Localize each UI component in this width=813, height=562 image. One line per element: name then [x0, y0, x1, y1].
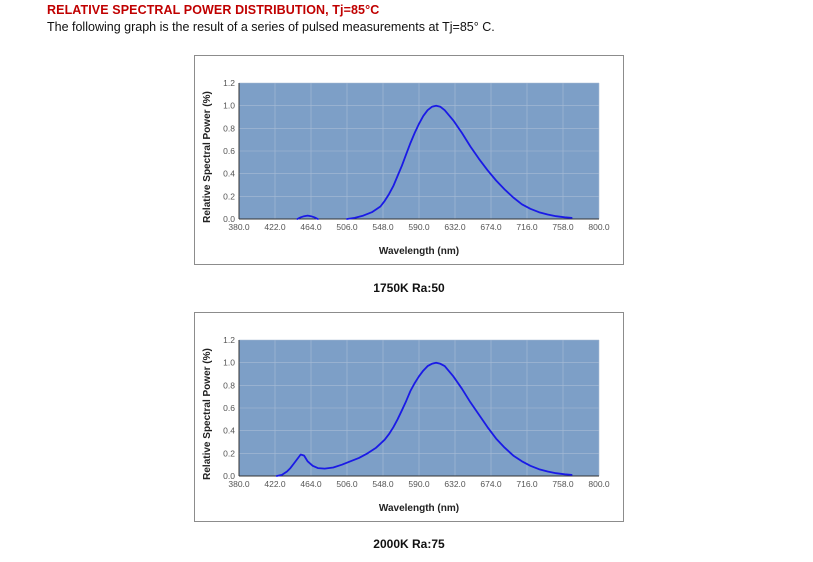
chart-1750k-caption: 1750K Ra:50	[373, 281, 445, 295]
y-tick-label: 0.2	[223, 448, 235, 458]
chart-2000k-frame: 0.0 0.2 0.4 0.6 0.8 1.0 1.2 380.0 422.0 464.0 506.…	[194, 312, 624, 522]
chart-2000k-caption: 2000K Ra:75	[373, 537, 445, 551]
x-tick-label: 506.0	[336, 222, 358, 232]
x-tick-label: 800.0	[588, 479, 610, 489]
spectral-chart-2000k: 0.0 0.2 0.4 0.6 0.8 1.0 1.2 380.0 422.0 464.0 506.…	[202, 335, 610, 514]
x-tick-label: 380.0	[228, 479, 250, 489]
chart-1750k-frame: 0.0 0.2 0.4 0.6 0.8 1.0 1.2 380.0 422.0 464.0 506.…	[194, 55, 624, 265]
y-tick-label: 0.6	[223, 146, 235, 156]
x-tick-label: 422.0	[264, 479, 286, 489]
x-axis-title: Wavelength (nm)	[379, 503, 459, 514]
x-axis-title: Wavelength (nm)	[379, 246, 459, 257]
y-tick-label: 0.0	[223, 214, 235, 224]
y-tick-label: 0.4	[223, 169, 235, 179]
x-tick-label: 506.0	[336, 479, 358, 489]
document-subtitle: The following graph is the result of a s…	[47, 20, 495, 34]
x-tick-label: 632.0	[444, 479, 466, 489]
spectral-chart-1750k: 0.0 0.2 0.4 0.6 0.8 1.0 1.2 380.0 422.0 464.0 506.…	[202, 78, 610, 257]
x-tick-label: 464.0	[300, 222, 322, 232]
x-tick-label: 758.0	[552, 479, 574, 489]
y-tick-label: 0.8	[223, 123, 235, 133]
x-tick-label: 716.0	[516, 479, 538, 489]
y-axis-title: Relative Spectral Power (%)	[202, 348, 213, 480]
spectrum-line-segment	[346, 104, 573, 220]
x-tick-label: 590.0	[408, 222, 430, 232]
x-tick-label: 800.0	[588, 222, 610, 232]
x-tick-label: 758.0	[552, 222, 574, 232]
y-tick-label: 0.0	[223, 471, 235, 481]
y-tick-label: 1.2	[223, 78, 235, 88]
x-tick-label: 716.0	[516, 222, 538, 232]
y-tick-label: 1.0	[223, 101, 235, 111]
y-tick-label: 1.2	[223, 335, 235, 345]
x-tick-label: 590.0	[408, 479, 430, 489]
x-tick-label: 632.0	[444, 222, 466, 232]
x-tick-label: 674.0	[480, 479, 502, 489]
document-title: RELATIVE SPECTRAL POWER DISTRIBUTION, Tj…	[47, 3, 380, 17]
y-tick-label: 0.6	[223, 403, 235, 413]
x-tick-label: 548.0	[372, 222, 394, 232]
x-tick-label: 674.0	[480, 222, 502, 232]
x-tick-label: 422.0	[264, 222, 286, 232]
y-tick-label: 0.8	[223, 380, 235, 390]
y-tick-label: 0.2	[223, 191, 235, 201]
y-tick-label: 0.4	[223, 426, 235, 436]
y-tick-label: 1.0	[223, 358, 235, 368]
x-tick-label: 380.0	[228, 222, 250, 232]
y-axis-title: Relative Spectral Power (%)	[202, 91, 213, 223]
x-tick-label: 464.0	[300, 479, 322, 489]
spectrum-line-segment	[275, 361, 573, 477]
spectrum-line-segment	[296, 214, 319, 220]
x-tick-label: 548.0	[372, 479, 394, 489]
